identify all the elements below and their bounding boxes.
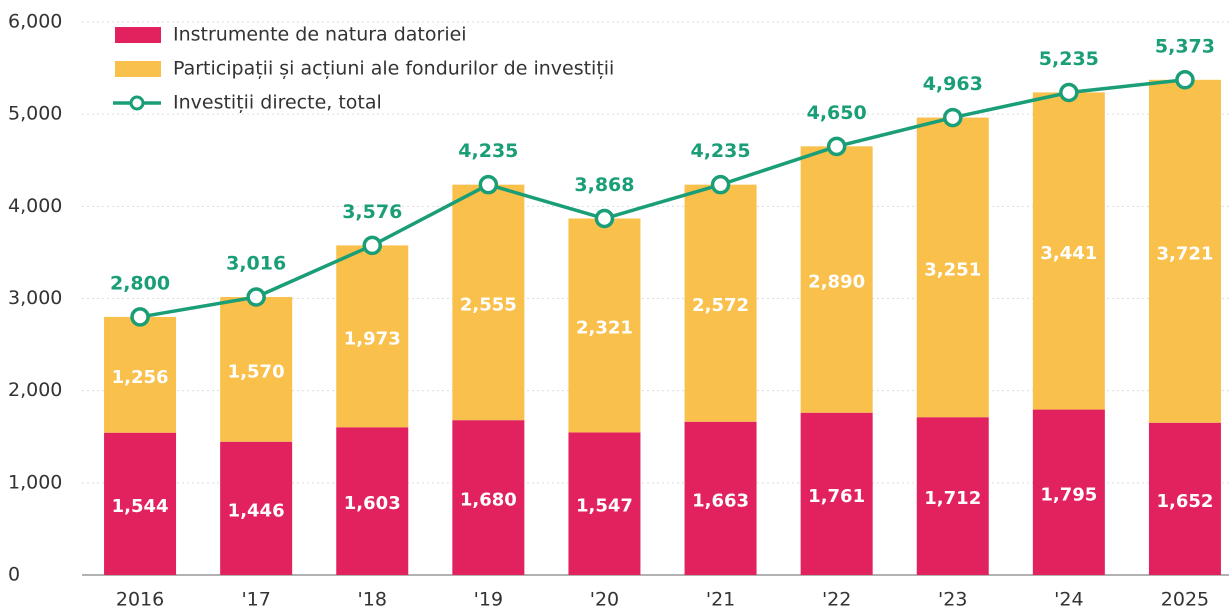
x-tick-label: '19: [474, 589, 503, 610]
line-value-label: 4,963: [923, 73, 983, 95]
bar-segment: [336, 245, 409, 428]
bar-segment: [1032, 92, 1105, 410]
bar-value-label: 1,973: [344, 328, 401, 349]
legend-label: Instrumente de natura datoriei: [173, 24, 467, 46]
bar-value-label: 1,663: [692, 490, 749, 511]
x-tick-label: '20: [590, 589, 619, 610]
bar-value-label: 2,890: [808, 272, 865, 293]
line-value-label: 5,235: [1039, 48, 1099, 70]
line-value-label: 4,650: [807, 102, 867, 124]
bar-segment: [1148, 422, 1221, 575]
y-tick-label: 0: [8, 564, 20, 586]
line-point: [710, 174, 731, 195]
bar-value-label: 2,555: [460, 294, 517, 315]
bar-segment: [336, 427, 409, 575]
line-value-label: 4,235: [690, 140, 750, 162]
bar-value-label: 1,446: [228, 500, 285, 521]
bar-segment: [1032, 409, 1105, 575]
bar-segment: [104, 432, 177, 575]
line-value-label: 3,868: [574, 174, 634, 196]
line-value-label: 5,373: [1155, 35, 1215, 57]
y-tick-label: 5,000: [8, 103, 62, 125]
line-value-label: 4,235: [458, 140, 518, 162]
bar-value-label: 1,712: [924, 488, 981, 509]
line-point: [1175, 70, 1195, 90]
legend-marker: [129, 95, 145, 111]
bar-segment: [452, 420, 525, 575]
x-tick-label: '22: [822, 589, 851, 610]
bar-value-label: 1,652: [1156, 491, 1213, 512]
bar-segment: [684, 184, 757, 422]
x-tick-label: '17: [241, 589, 270, 610]
bar-value-label: 3,441: [1040, 243, 1097, 264]
line-point: [1059, 82, 1079, 103]
bar-segment: [568, 432, 641, 575]
legend-label: Participații și acțiuni ale fondurilor d…: [173, 58, 614, 80]
line-point: [130, 307, 150, 327]
bar-value-label: 3,721: [1156, 243, 1213, 264]
y-tick-label: 4,000: [8, 195, 62, 217]
y-tick-label: 1,000: [8, 471, 62, 493]
line-value-label: 3,576: [342, 201, 402, 223]
line-value-label: 2,800: [110, 272, 170, 294]
bar-segment: [916, 117, 989, 418]
bar-segment: [684, 421, 757, 575]
bar-segment: [220, 441, 293, 575]
bar-segment: [1148, 79, 1221, 423]
legend-swatch: [115, 61, 161, 77]
bar-value-label: 3,251: [924, 259, 981, 280]
y-tick-label: 6,000: [8, 11, 62, 33]
line-point: [594, 208, 615, 229]
bar-value-label: 1,544: [112, 496, 169, 517]
bar-segment: [452, 184, 525, 421]
legend-label: Investiții directe, total: [173, 92, 382, 114]
x-tick-label: '24: [1054, 589, 1083, 610]
x-tick-label: '21: [706, 589, 735, 610]
bar-segment: [800, 146, 873, 413]
bar-value-label: 2,572: [692, 295, 749, 316]
line-point: [826, 136, 847, 157]
line-point: [478, 174, 499, 195]
bar-value-label: 1,547: [576, 496, 633, 517]
y-tick-label: 3,000: [8, 287, 62, 309]
line-value-label: 3,016: [226, 253, 286, 275]
legend-swatch: [115, 27, 161, 43]
bar-value-label: 1,256: [112, 367, 169, 388]
line-point: [362, 235, 382, 256]
bar-value-label: 1,680: [460, 490, 517, 511]
bar-value-label: 1,570: [228, 361, 285, 382]
y-tick-label: 2,000: [8, 379, 62, 401]
bar-value-label: 1,795: [1040, 484, 1097, 505]
x-tick-label: '23: [938, 589, 967, 610]
bar-segment: [800, 412, 873, 575]
x-tick-label: 2016: [116, 589, 164, 610]
bar-segment: [104, 316, 177, 433]
x-tick-label: 2025: [1161, 589, 1209, 610]
bar-value-label: 1,761: [808, 486, 865, 507]
bar-segment: [220, 297, 293, 442]
line-point: [246, 287, 266, 307]
bar-value-label: 1,603: [344, 493, 401, 514]
line-point: [943, 107, 963, 128]
line: [139, 78, 1186, 319]
bar-segment: [568, 218, 641, 433]
bar-value-label: 2,321: [576, 317, 633, 338]
x-tick-label: '18: [358, 589, 387, 610]
bar-segment: [916, 417, 989, 575]
